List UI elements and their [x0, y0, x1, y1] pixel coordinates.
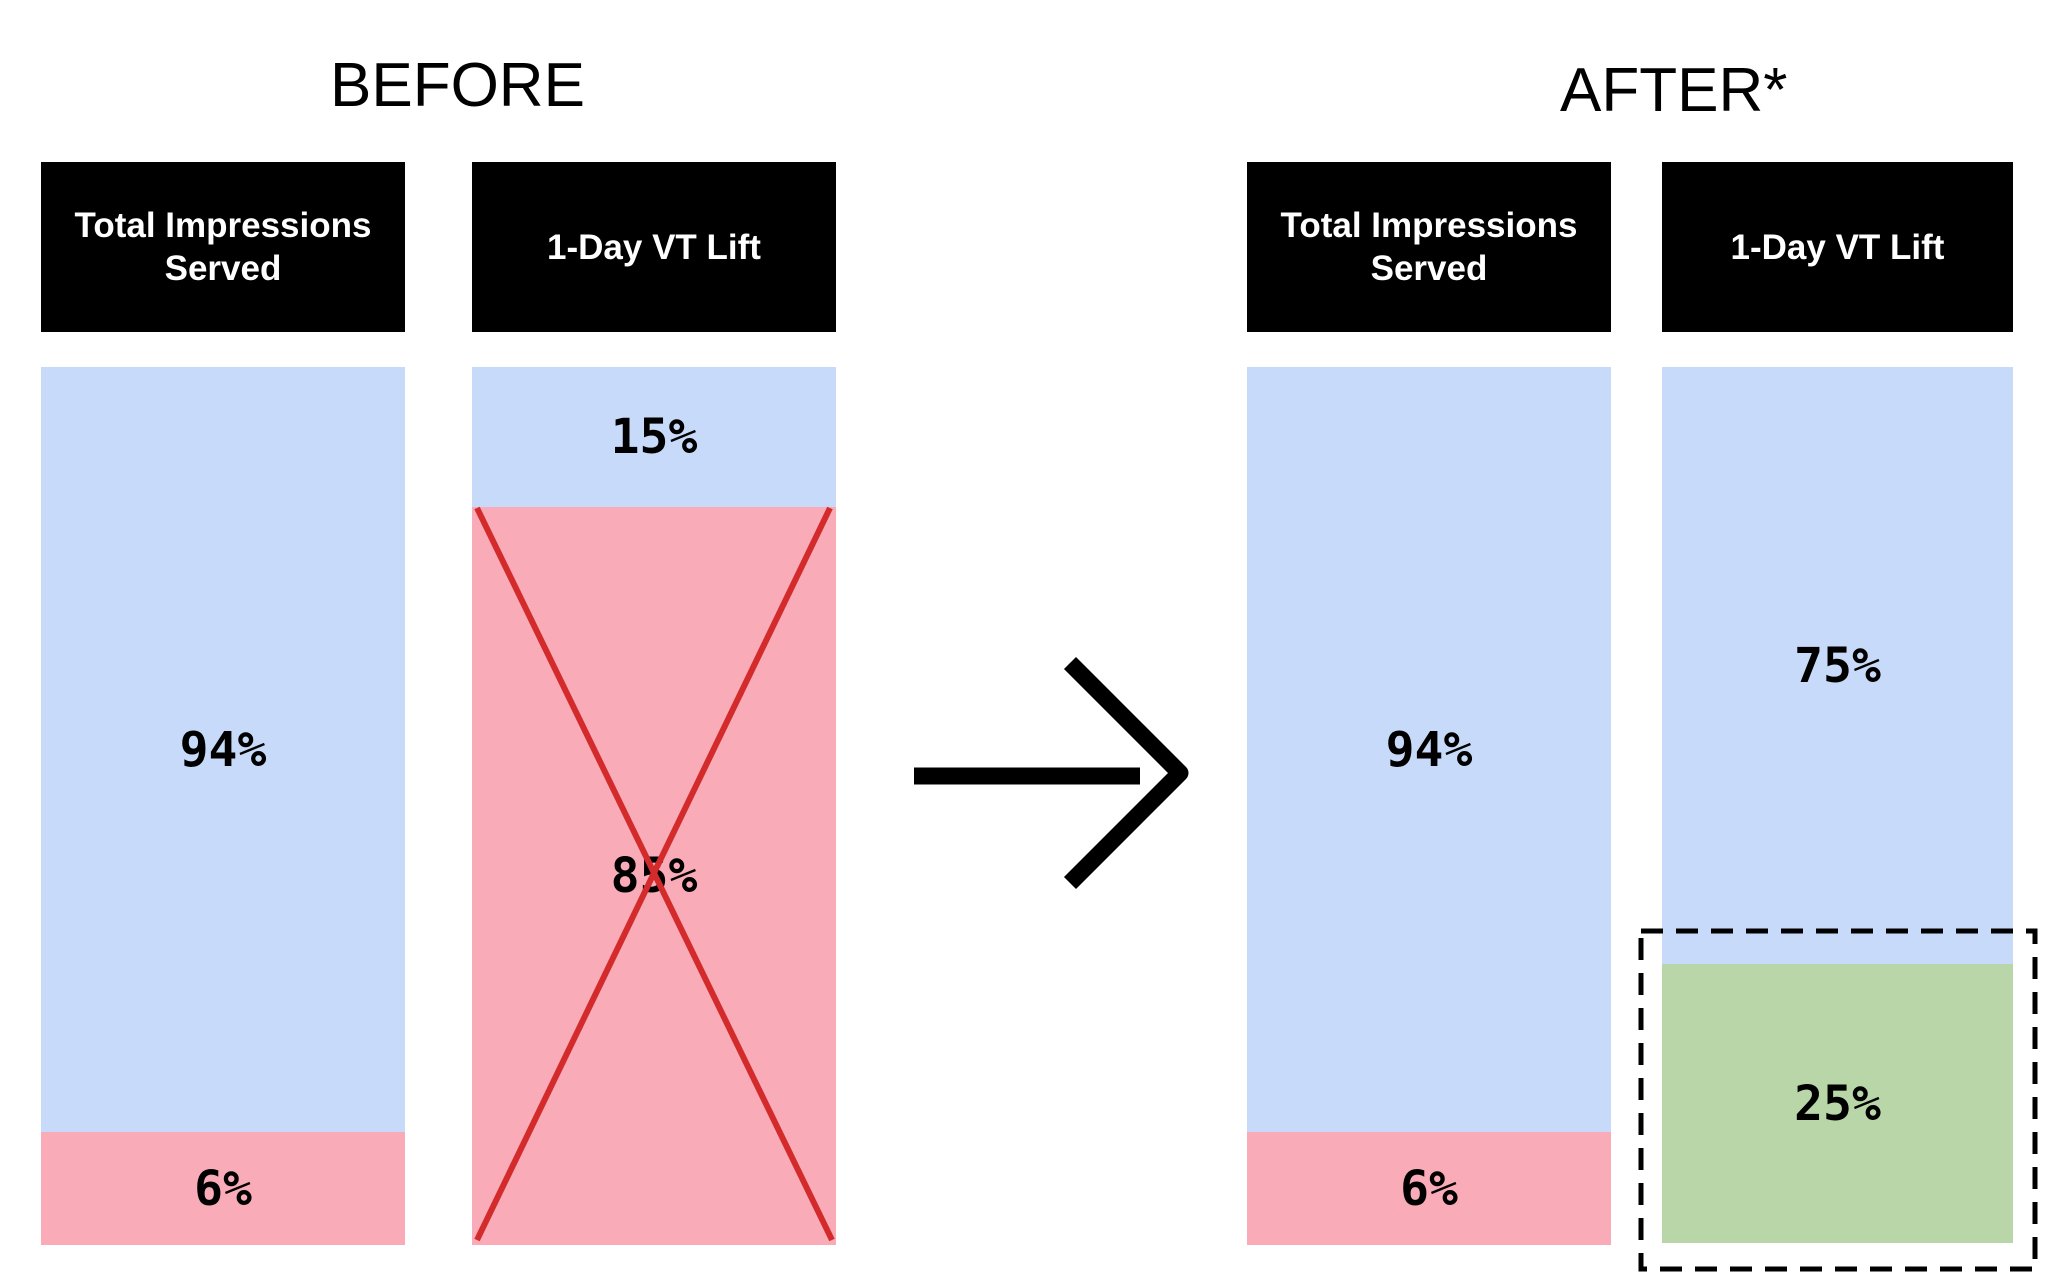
after-title: AFTER*	[1560, 56, 1788, 125]
after-lift-bottom-label: 25%	[1794, 1075, 1881, 1132]
before-impressions-bar-top: 94%	[41, 367, 405, 1132]
right-arrow-icon	[914, 656, 1189, 890]
after-lift-header: 1-Day VT Lift	[1662, 162, 2013, 332]
before-impressions-bottom-label: 6%	[194, 1160, 252, 1217]
before-impressions-top-label: 94%	[179, 721, 267, 778]
after-impressions-bar-top: 94%	[1247, 367, 1611, 1132]
after-impressions-top-label: 94%	[1385, 721, 1473, 778]
after-lift-top-label: 75%	[1794, 637, 1881, 694]
before-impressions-bar-bottom: 6%	[41, 1132, 405, 1245]
after-lift-bar-bottom: 25%	[1662, 964, 2013, 1243]
before-lift-top-label: 15%	[610, 409, 698, 465]
after-impressions-bottom-label: 6%	[1400, 1160, 1458, 1217]
cross-out-line-2	[474, 506, 833, 1242]
before-title: BEFORE	[330, 51, 585, 120]
before-impressions-header: Total Impressions Served	[41, 162, 405, 332]
after-impressions-header: Total Impressions Served	[1247, 162, 1611, 332]
highlight-dashed-box	[1638, 928, 2038, 1272]
before-lift-bar-top: 15%	[472, 367, 836, 507]
before-lift-header: 1-Day VT Lift	[472, 162, 836, 332]
after-impressions-bar-bottom: 6%	[1247, 1132, 1611, 1245]
after-lift-bar-top: 75%	[1662, 367, 2013, 964]
